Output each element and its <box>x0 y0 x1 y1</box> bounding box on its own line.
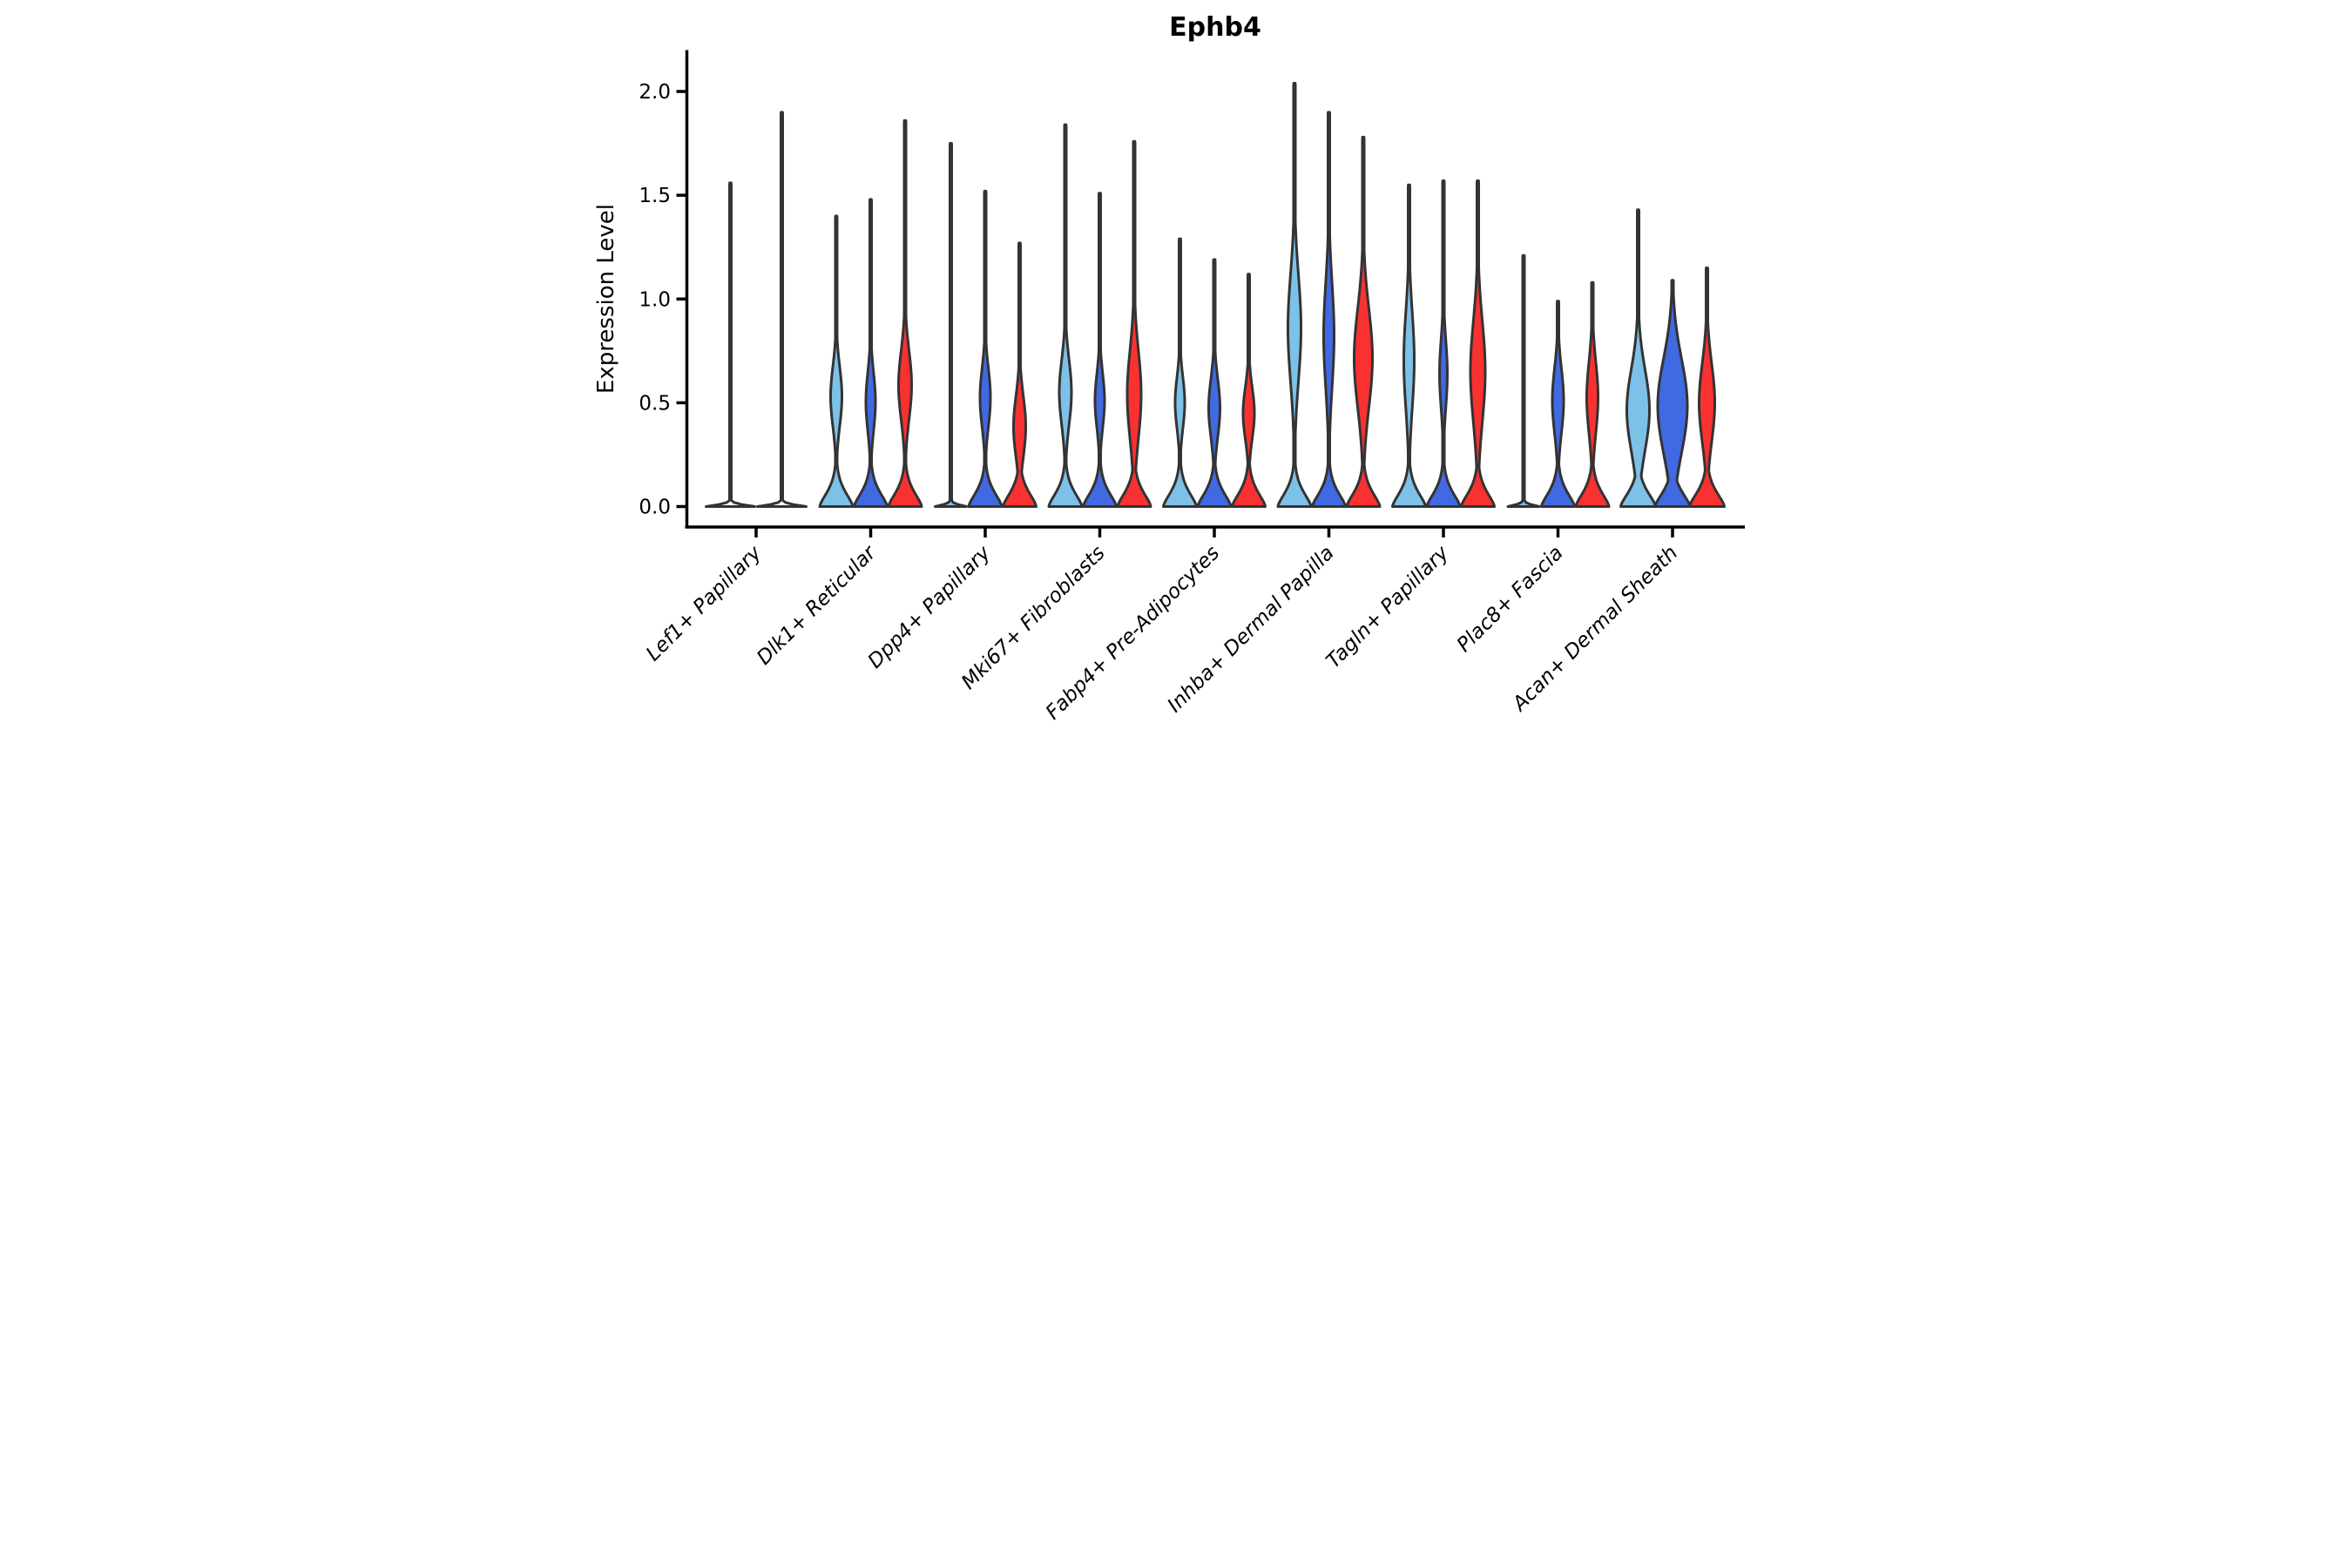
violin-lef1-papillary <box>705 181 756 508</box>
chart-title: Ephb4 <box>1169 12 1261 43</box>
y-tick-label: 1.5 <box>639 185 671 207</box>
violin-dpp4-papillary-split0 <box>934 142 968 508</box>
x-tick-label: Dpp4+ Papillary <box>864 542 996 673</box>
violin-plot-figure: Ephb4 Expression Level 0.0 0.5 1.0 1.5 2.0 L… <box>588 0 1764 784</box>
violin-dlk1-reticular-split1 <box>853 198 889 508</box>
violin-inhba-dermal-papilla-split0 <box>1276 81 1313 508</box>
violin-lef1-papillary <box>756 111 808 508</box>
violin-fabp4-pre-adipocytes-split0 <box>1162 237 1198 508</box>
y-tick-label: 0.5 <box>639 392 671 415</box>
y-axis-label: Expression Level <box>593 204 619 394</box>
violin-dpp4-papillary-split1 <box>967 189 1004 508</box>
x-tick-label: Lef1+ Papillary <box>642 542 767 666</box>
violin-dlk1-reticular-split2 <box>887 118 923 508</box>
x-tick-label: Tagln+ Papillary <box>1322 542 1454 673</box>
violin-fabp4-pre-adipocytes-split2 <box>1231 273 1267 508</box>
violin-dlk1-reticular-split0 <box>818 214 855 508</box>
x-tick-label: Plac8+ Fascia <box>1453 542 1568 657</box>
violin-acan-dermal-sheath-split2 <box>1688 267 1726 508</box>
violin-plac8-fascia-split0 <box>1506 253 1541 508</box>
violin-acan-dermal-sheath-split1 <box>1653 279 1692 508</box>
violin-fabp4-pre-adipocytes-split1 <box>1196 258 1233 508</box>
y-axis-ticks: 0.0 0.5 1.0 1.5 2.0 <box>639 81 687 519</box>
violin-plac8-fascia-split2 <box>1574 280 1611 508</box>
y-tick-label: 1.0 <box>639 288 671 311</box>
violin-series <box>705 81 1726 508</box>
violin-tagln-papillary-split0 <box>1391 183 1427 508</box>
y-tick-label: 2.0 <box>639 81 671 104</box>
y-tick-label: 0.0 <box>639 497 671 519</box>
violin-inhba-dermal-papilla-split1 <box>1311 111 1347 508</box>
violin-tagln-papillary-split1 <box>1425 179 1462 508</box>
violin-mki67-fibroblasts-split1 <box>1082 192 1118 508</box>
violin-plot-canvas: Ephb4 Expression Level 0.0 0.5 1.0 1.5 2.0 L… <box>593 12 1745 724</box>
x-tick-label: Dlk1+ Reticular <box>753 541 882 670</box>
violin-mki67-fibroblasts-split2 <box>1116 139 1152 508</box>
violin-inhba-dermal-papilla-split2 <box>1345 135 1382 508</box>
violin-mki67-fibroblasts-split0 <box>1047 123 1084 508</box>
violin-dpp4-papillary-split2 <box>1002 241 1037 508</box>
violin-plac8-fascia-split1 <box>1540 300 1576 508</box>
violin-tagln-papillary-split2 <box>1460 179 1496 508</box>
violin-acan-dermal-sheath-split0 <box>1619 208 1657 508</box>
